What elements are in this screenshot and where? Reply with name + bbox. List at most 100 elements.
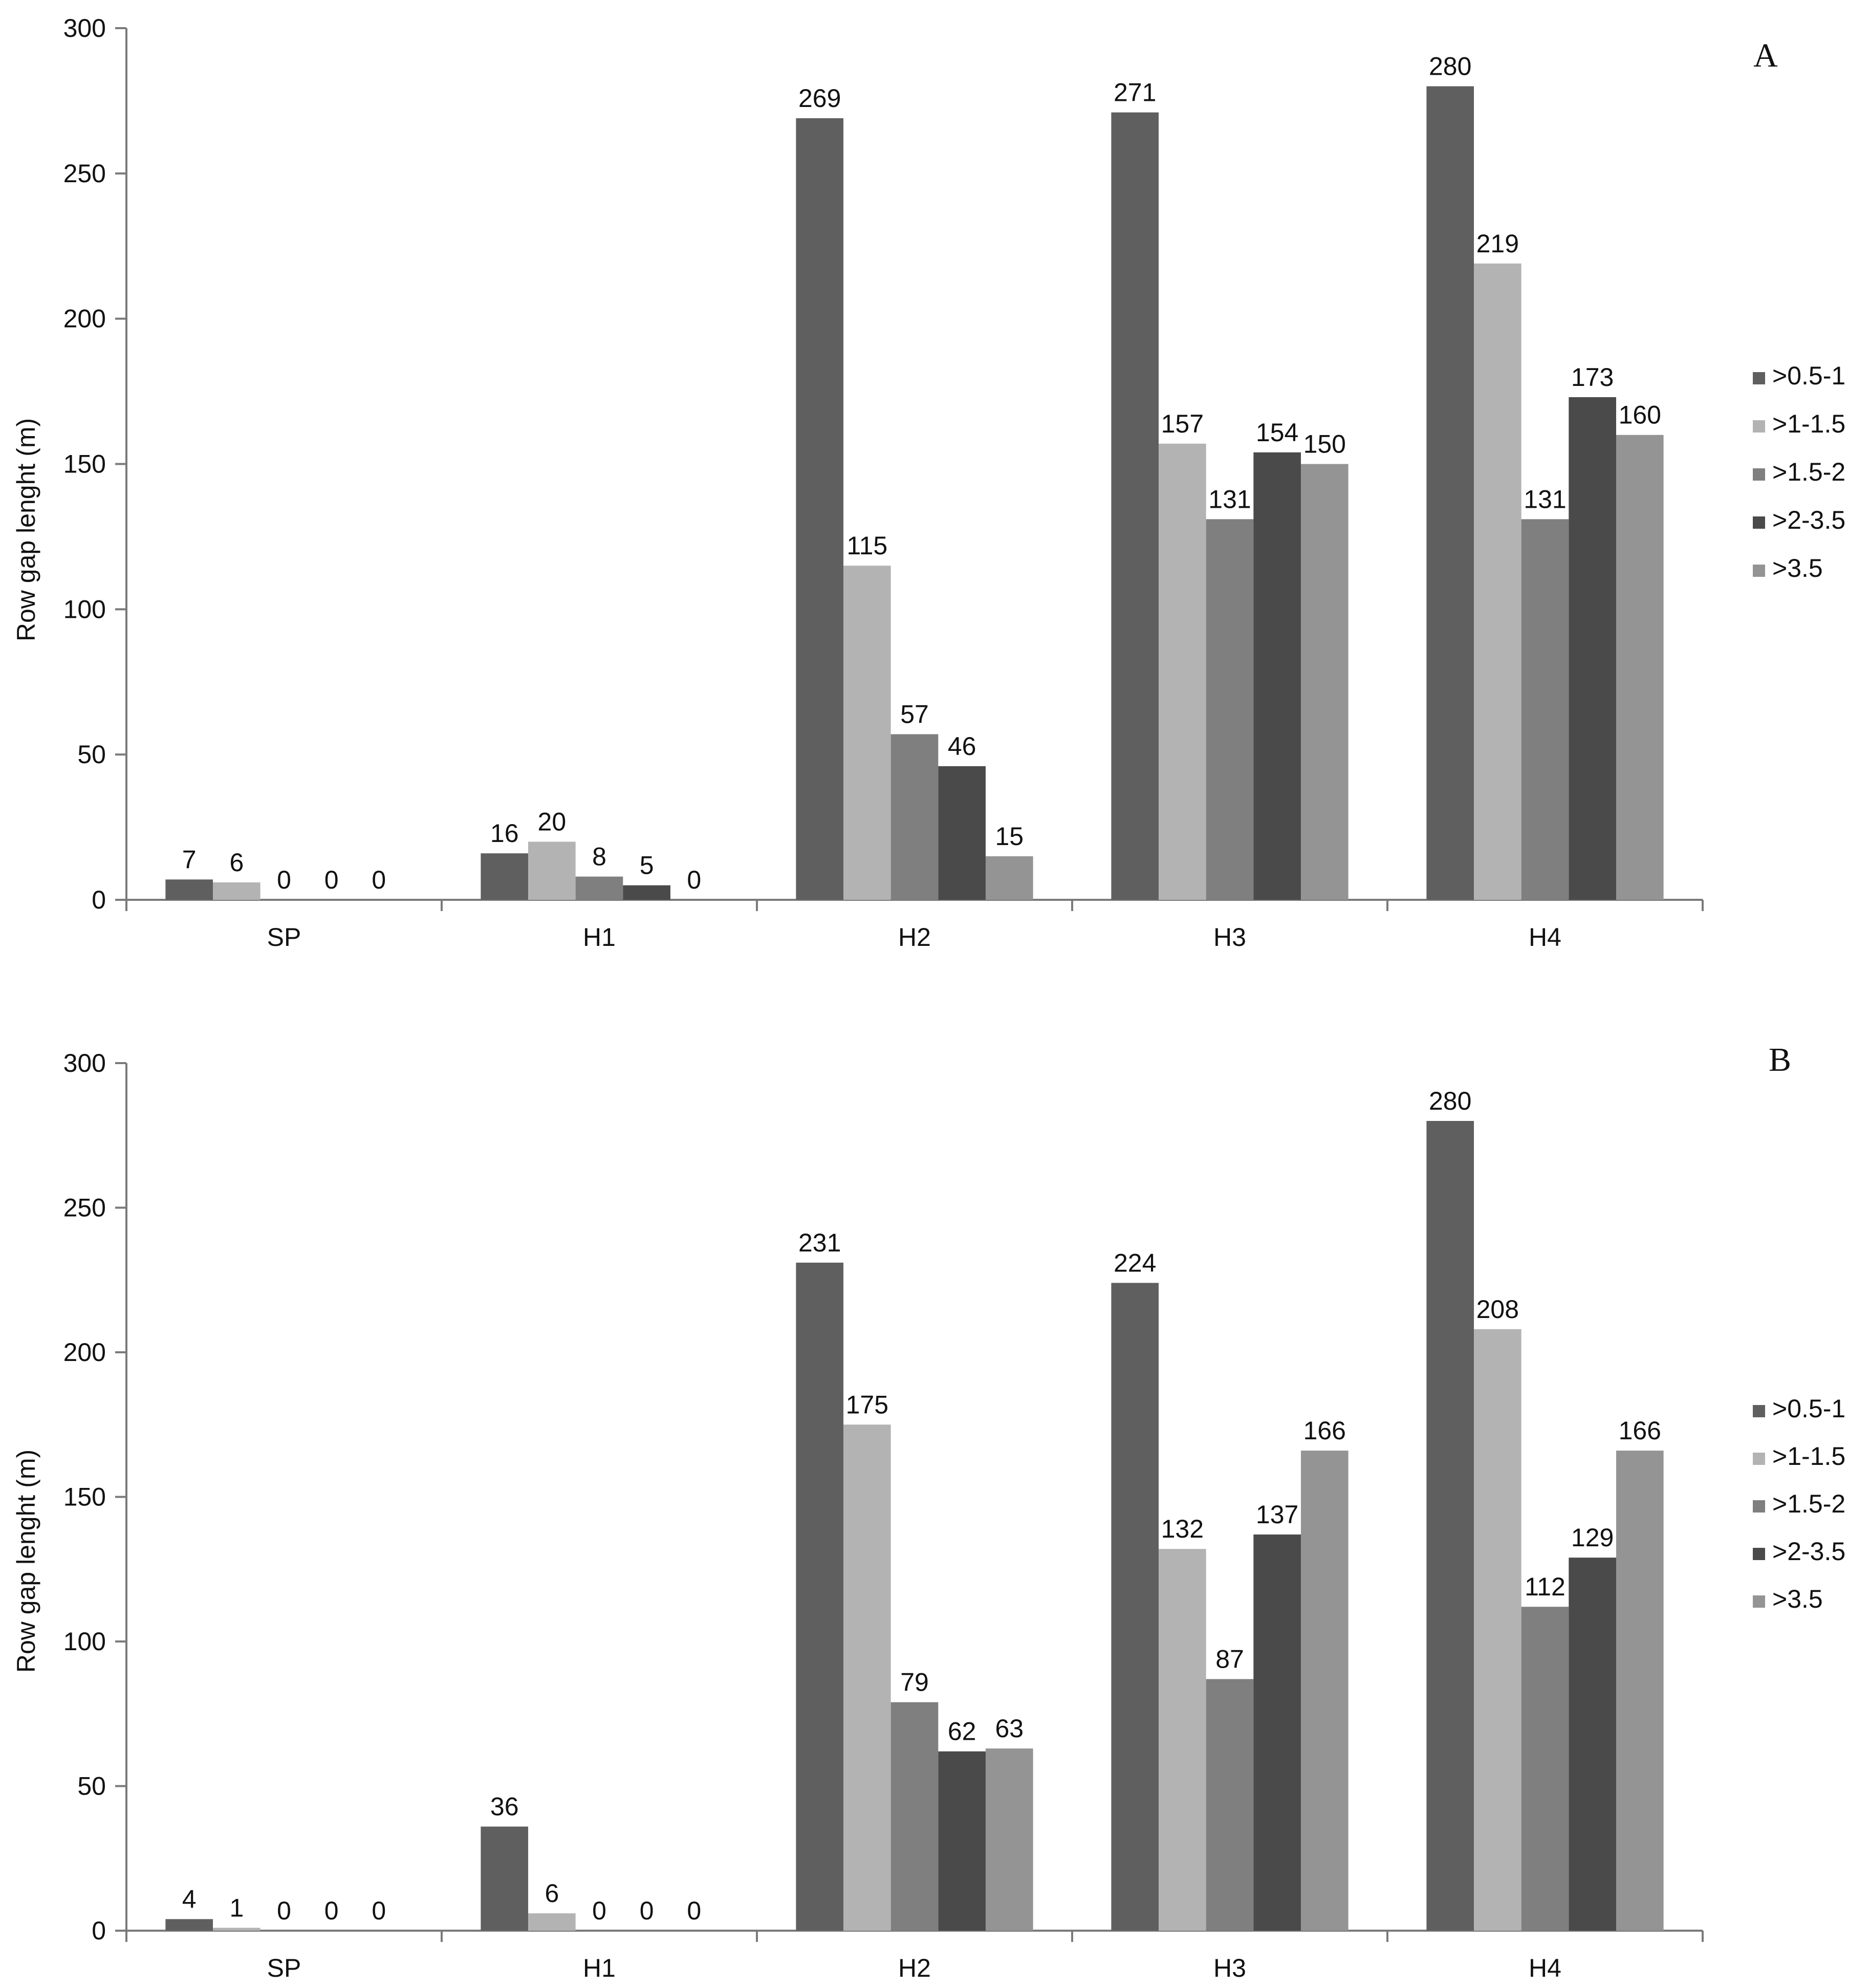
panel-b-y-tick-label: 200 bbox=[63, 1338, 106, 1367]
panel-b-bar bbox=[985, 1748, 1033, 1931]
panel-b-bar bbox=[1569, 1558, 1616, 1931]
panel-a-data-label: 46 bbox=[948, 732, 976, 761]
panel-b-y-axis-title: Row gap lenght (m) bbox=[12, 1450, 40, 1673]
panel-b-data-label: 0 bbox=[640, 1896, 654, 1925]
panel-a-legend-swatch bbox=[1753, 468, 1765, 481]
panel-b-data-label: 224 bbox=[1114, 1248, 1156, 1277]
panel-a-data-label: 8 bbox=[592, 842, 606, 871]
panel-a-bar bbox=[481, 853, 529, 900]
panel-a-x-tick-label: H4 bbox=[1529, 923, 1561, 952]
panel-a-legend-swatch bbox=[1753, 516, 1765, 529]
panel-a-bar bbox=[1159, 443, 1206, 900]
panel-b-legend-label: >1-1.5 bbox=[1772, 1442, 1845, 1471]
panel-b-y-tick-label: 300 bbox=[63, 1049, 106, 1077]
panel-a-y-tick-label: 200 bbox=[63, 305, 106, 333]
panel-b-y-tick-label: 0 bbox=[92, 1916, 106, 1945]
panel-a-y-tick-label: 0 bbox=[92, 885, 106, 914]
panel-b-bar bbox=[1300, 1451, 1349, 1931]
panel-b-legend-label: >1.5-2 bbox=[1772, 1489, 1845, 1518]
panel-b-data-label: 0 bbox=[592, 1896, 606, 1925]
panel-a-bar bbox=[1300, 464, 1349, 900]
panel-a-bar bbox=[1521, 519, 1569, 900]
panel-a-chart: A Row gap lenght (m) 050100150200250300S… bbox=[12, 14, 1845, 952]
panel-a-data-label: 5 bbox=[640, 851, 654, 880]
panel-a-data-label: 271 bbox=[1114, 78, 1156, 107]
panel-b-legend-swatch bbox=[1753, 1500, 1765, 1512]
panel-b-legend-label: >3.5 bbox=[1772, 1585, 1823, 1613]
panel-b-data-label: 1 bbox=[229, 1893, 244, 1922]
panel-b-legend-label: >0.5-1 bbox=[1772, 1394, 1845, 1423]
panel-a-bar bbox=[1206, 519, 1254, 900]
panel-b-data-label: 166 bbox=[1303, 1416, 1346, 1445]
panel-b-bar bbox=[796, 1262, 844, 1931]
panel-a-data-label: 150 bbox=[1303, 430, 1346, 459]
panel-a-legend-label: >1-1.5 bbox=[1772, 409, 1845, 438]
panel-a-bar bbox=[165, 879, 213, 900]
panel-b-data-label: 231 bbox=[798, 1228, 841, 1257]
panel-a-bar bbox=[1616, 435, 1664, 900]
panel-b-data-label: 0 bbox=[324, 1896, 339, 1925]
panel-a-data-label: 0 bbox=[324, 866, 339, 894]
panel-b-data-label: 4 bbox=[182, 1885, 197, 1913]
panel-b-data-label: 280 bbox=[1429, 1087, 1471, 1115]
panel-b-chart: B Row gap lenght (m) 050100150200250300S… bbox=[12, 1041, 1845, 1982]
panel-b-bar bbox=[1159, 1549, 1206, 1931]
panel-b-bar bbox=[1474, 1329, 1521, 1931]
panel-a-data-label: 115 bbox=[846, 531, 887, 560]
panel-b-legend-swatch bbox=[1753, 1405, 1765, 1417]
panel-b-data-label: 87 bbox=[1215, 1645, 1244, 1673]
panel-a-legend-swatch bbox=[1753, 565, 1765, 577]
panel-b-legend-swatch bbox=[1753, 1453, 1765, 1465]
panel-b-bar bbox=[165, 1919, 213, 1931]
panel-a-data-label: 0 bbox=[372, 866, 386, 894]
panel-a-x-tick-label: H1 bbox=[583, 923, 616, 952]
panel-a-x-tick-label: SP bbox=[267, 923, 301, 952]
panel-a-bar bbox=[623, 885, 670, 900]
panel-b-y-tick-label: 250 bbox=[63, 1194, 106, 1222]
panel-a-data-label: 6 bbox=[229, 848, 244, 877]
panel-b-bar bbox=[1521, 1607, 1569, 1931]
panel-b-bar bbox=[1253, 1534, 1301, 1931]
panel-a-data-label: 154 bbox=[1256, 418, 1298, 447]
panel-b-legend-swatch bbox=[1753, 1595, 1765, 1608]
panel-a-bar bbox=[890, 734, 939, 900]
panel-a-bar bbox=[575, 876, 623, 900]
panel-b-bar bbox=[938, 1751, 986, 1931]
panel-a-data-label: 269 bbox=[798, 84, 841, 113]
panel-b-data-label: 62 bbox=[948, 1717, 976, 1746]
panel-a-bar bbox=[843, 566, 891, 900]
panel-a-legend-label: >2-3.5 bbox=[1772, 506, 1845, 534]
panel-b-y-tick-label: 100 bbox=[63, 1627, 106, 1656]
panel-a-legend-label: >0.5-1 bbox=[1772, 361, 1845, 390]
panel-a-bar bbox=[213, 882, 260, 900]
panel-b-y-tick-label: 150 bbox=[63, 1483, 106, 1511]
panel-b-bar bbox=[481, 1826, 529, 1931]
panel-a-data-label: 131 bbox=[1524, 485, 1566, 513]
panel-a-bar bbox=[1426, 86, 1474, 900]
panel-b-x-tick-label: H3 bbox=[1213, 1954, 1246, 1982]
panel-b-data-label: 129 bbox=[1571, 1523, 1614, 1552]
panel-a-bar bbox=[1474, 263, 1521, 900]
panel-b-data-label: 63 bbox=[995, 1714, 1024, 1743]
panel-a-y-tick-label: 150 bbox=[63, 450, 106, 479]
panel-a-label: A bbox=[1753, 37, 1778, 74]
panel-b-x-tick-label: H4 bbox=[1529, 1954, 1561, 1982]
panel-a-data-label: 219 bbox=[1476, 229, 1519, 258]
panel-a-data-label: 15 bbox=[995, 822, 1024, 851]
panel-a-data-label: 0 bbox=[687, 866, 701, 894]
panel-b-x-tick-label: H2 bbox=[898, 1954, 931, 1982]
panel-a-data-label: 0 bbox=[277, 866, 291, 894]
panel-a-bar bbox=[985, 856, 1033, 900]
panel-b-legend-label: >2-3.5 bbox=[1772, 1537, 1845, 1566]
panel-a-data-label: 7 bbox=[182, 845, 197, 874]
panel-b-data-label: 175 bbox=[846, 1390, 888, 1419]
panel-a-data-label: 20 bbox=[538, 807, 567, 836]
panel-b-bar bbox=[843, 1424, 891, 1931]
panel-b-bar bbox=[1426, 1121, 1474, 1931]
panel-b-data-label: 0 bbox=[372, 1896, 386, 1925]
panel-b-data-label: 166 bbox=[1619, 1416, 1661, 1445]
panel-b-data-label: 6 bbox=[545, 1879, 559, 1908]
panel-a-data-label: 280 bbox=[1429, 52, 1471, 81]
panel-a-bar bbox=[796, 118, 844, 900]
